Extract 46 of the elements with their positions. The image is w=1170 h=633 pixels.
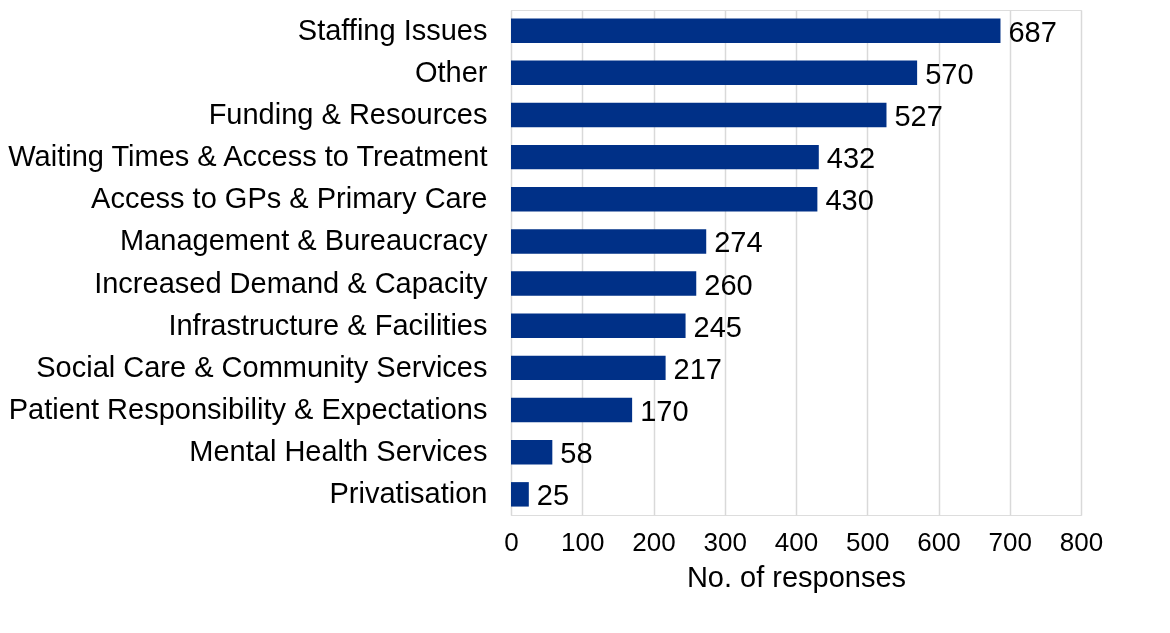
data-label: 527 <box>894 99 943 132</box>
x-tick-label: 600 <box>917 526 961 557</box>
y-tick-label: Privatisation <box>329 477 488 510</box>
x-tick-label: 700 <box>988 526 1032 557</box>
bar <box>511 355 666 381</box>
y-tick-label: Patient Responsibility & Expectations <box>8 393 488 426</box>
x-tick-label: 200 <box>632 526 676 557</box>
y-tick-label: Funding & Resources <box>208 97 488 130</box>
data-label: 260 <box>704 268 753 301</box>
data-label: 245 <box>693 310 742 343</box>
bar <box>511 397 633 423</box>
y-tick-label: Infrastructure & Facilities <box>168 308 488 341</box>
bar <box>511 313 686 338</box>
bar <box>511 60 918 86</box>
bar <box>511 271 697 296</box>
data-label: 430 <box>825 184 874 217</box>
data-label: 25 <box>536 479 570 512</box>
x-tick-label: 0 <box>504 526 519 557</box>
x-tick-label: 100 <box>561 526 605 557</box>
bar <box>511 18 1001 43</box>
bar <box>511 144 819 170</box>
y-tick-label: Staffing Issues <box>297 13 488 46</box>
y-tick-label: Mental Health Services <box>189 435 488 468</box>
data-label: 432 <box>826 142 876 175</box>
bar <box>511 187 818 212</box>
data-label: 58 <box>560 437 593 470</box>
bar <box>511 229 707 254</box>
x-tick-label: 800 <box>1059 526 1104 557</box>
data-label: 570 <box>925 57 974 90</box>
x-tick-label: 500 <box>846 526 890 557</box>
y-tick-label: Waiting Times & Access to Treatment <box>8 140 488 173</box>
y-tick-label: Increased Demand & Capacity <box>94 266 488 299</box>
y-tick-label: Social Care & Community Services <box>36 350 488 383</box>
y-tick-label: Access to GPs & Primary Care <box>91 182 488 215</box>
data-label: 217 <box>673 352 722 385</box>
bar <box>511 102 887 128</box>
y-tick-label: Other <box>414 55 488 88</box>
bar <box>511 439 553 465</box>
data-label: 687 <box>1008 15 1057 48</box>
x-tick-label: 400 <box>774 526 819 557</box>
data-label: 170 <box>640 395 689 428</box>
y-tick-label: Management & Bureaucracy <box>119 224 488 257</box>
bar <box>511 482 529 507</box>
data-label: 274 <box>714 226 763 259</box>
x-axis-title: No. of responses <box>686 560 907 593</box>
x-tick-label: 300 <box>703 526 747 557</box>
